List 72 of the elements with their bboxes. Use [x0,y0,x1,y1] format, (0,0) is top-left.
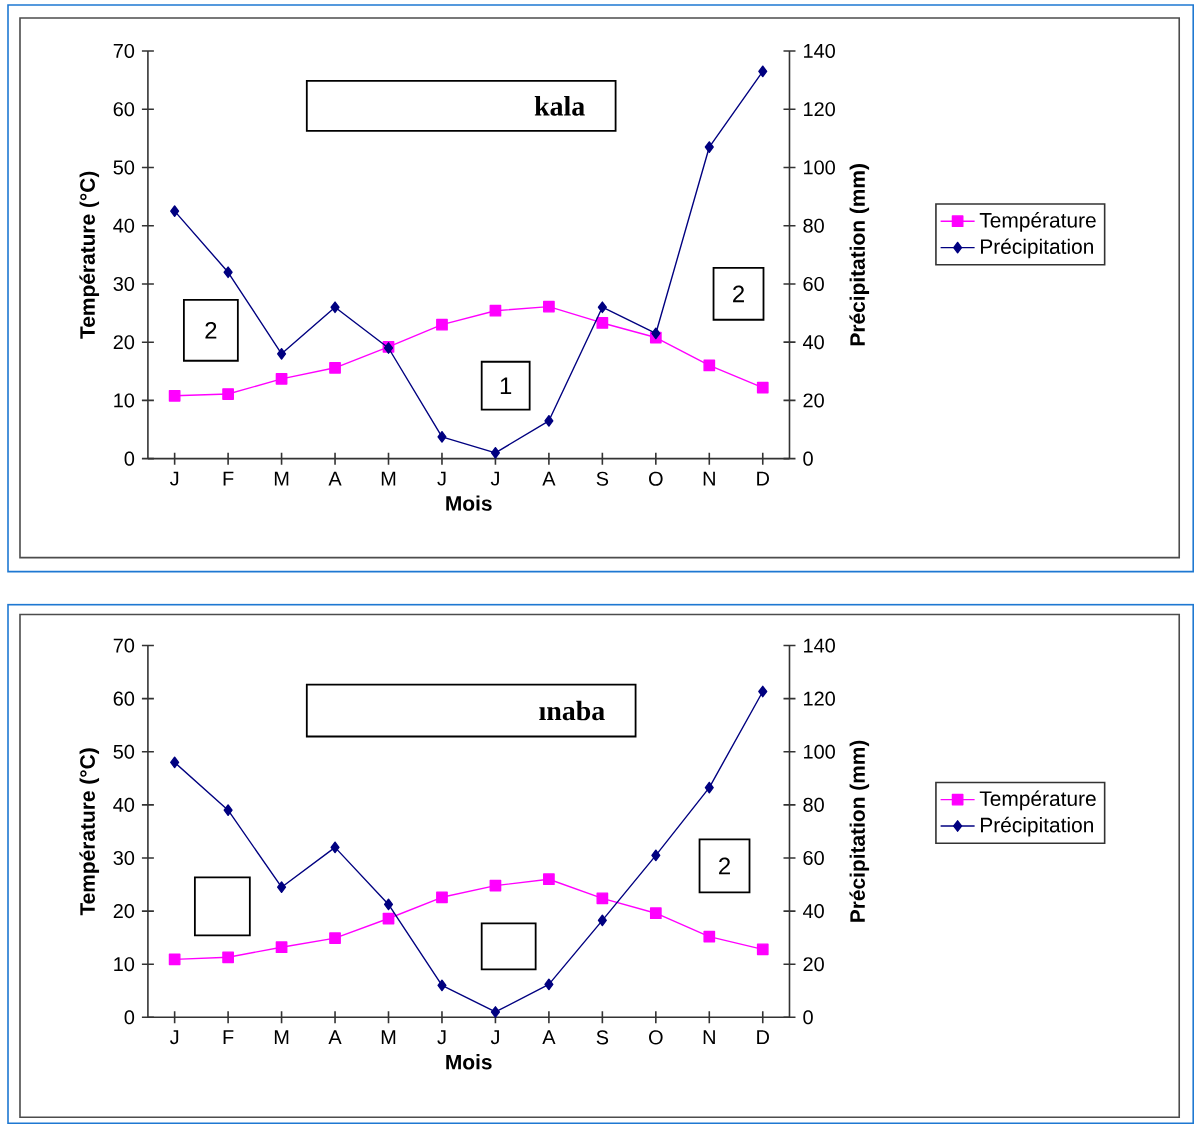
y-tick-label: 0 [124,451,135,466]
annotation: 2 [205,321,217,339]
annotation: 2 [733,285,744,303]
annotation: ınaba [539,700,605,721]
legend-label: Température [979,212,1096,232]
x-tick-label: D [757,471,769,486]
x-tick-label: J [490,471,499,486]
y-tick-label: 60 [113,102,135,117]
x-tick-label: D [757,1030,769,1045]
y-tick-label: 70 [113,43,135,58]
y2-tick-label: 0 [803,451,813,466]
y-tick-label: 40 [113,797,135,812]
y-tick-label: 60 [113,691,135,706]
y2-tick-label: 60 [803,276,824,291]
annotation: kala [534,96,585,116]
x-tick-label: S [596,1030,609,1045]
legend-label: Précipitation [981,816,1093,837]
y-tick-label: 40 [113,218,135,233]
y2-tick-label: 40 [802,904,824,919]
x-tick-label: M [274,1030,289,1045]
y-tick-label: 30 [113,276,135,291]
y2-tick-label: 100 [804,744,835,759]
x-tick-label: M [274,471,289,486]
annotation: 2 [719,857,730,875]
y-tick-label: 10 [114,957,135,972]
y2-tick-label: 20 [803,393,824,408]
x-tick-label: A [542,471,556,486]
y2-axis-title: Précipitation (mm) [849,164,870,346]
x-tick-label: F [223,471,234,486]
y2-axis-title: Précipitation (mm) [849,740,870,922]
y-tick-label: 30 [113,850,135,866]
x-tick-label: J [437,471,446,486]
x-tick-label: N [703,1030,715,1045]
y2-tick-label: 0 [803,1010,813,1025]
y2-tick-label: 60 [803,850,824,866]
y2-tick-label: 100 [804,160,835,175]
x-tick-label: F [223,1030,234,1045]
x-tick-label: J [169,1030,179,1045]
x-tick-label: O [649,1030,663,1045]
y2-tick-label: 140 [804,43,835,58]
y2-tick-label: 20 [803,957,824,972]
annotation: 1 [500,377,512,394]
legend-label: Température [979,790,1096,811]
y-tick-label: 50 [113,160,135,175]
x-tick-label: M [381,471,396,486]
x-tick-label: A [542,1030,556,1045]
y-tick-label: 0 [124,1010,135,1025]
x-tick-label: A [328,471,342,486]
legend-label: Précipitation [981,238,1093,259]
x-axis-title: Mois [446,495,492,511]
y-tick-label: 50 [113,744,135,759]
y-tick-label: 20 [113,335,135,350]
x-axis-title: Mois [446,1054,492,1070]
x-tick-label: A [328,1030,342,1045]
y2-tick-label: 40 [802,335,824,350]
x-tick-label: S [596,471,609,486]
y2-tick-label: 120 [804,691,835,706]
x-tick-label: N [703,471,715,486]
x-tick-label: O [649,471,663,486]
y-tick-label: 20 [113,904,135,919]
y-tick-label: 10 [114,393,135,408]
y-axis-title: Température (°C) [79,748,100,916]
x-tick-label: J [437,1030,446,1045]
y2-tick-label: 80 [803,797,824,812]
y2-tick-label: 140 [804,638,835,653]
x-tick-label: M [381,1030,396,1045]
y-axis-title: Température (°C) [79,171,100,339]
x-tick-label: J [169,471,179,486]
x-tick-label: J [490,1030,499,1045]
y2-tick-label: 80 [803,218,824,233]
y2-tick-label: 120 [804,102,835,117]
y-tick-label: 70 [113,638,135,653]
